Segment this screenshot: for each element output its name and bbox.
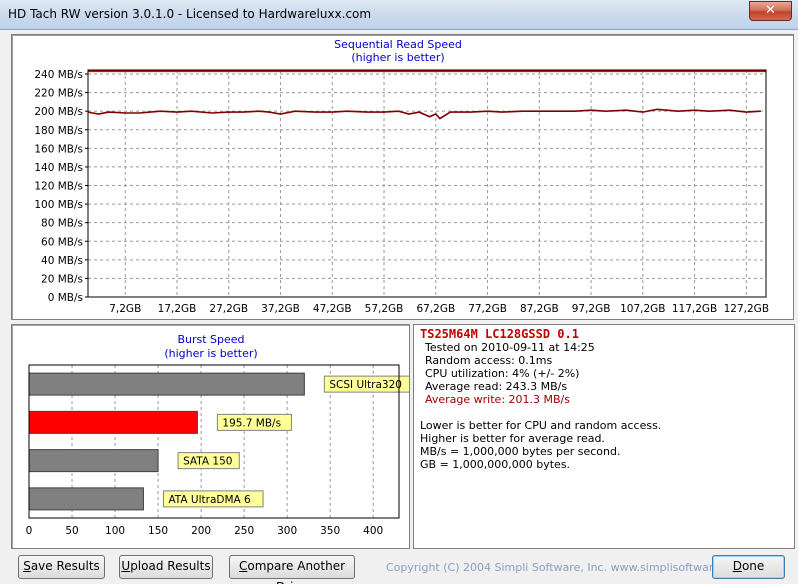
- done-accel-key: D: [732, 559, 742, 573]
- note-cpu: Lower is better for CPU and random acces…: [420, 419, 662, 432]
- upload-accel-key: U: [121, 559, 131, 573]
- x-tick-label: 400: [363, 525, 383, 537]
- sequential-plot-area: [87, 69, 767, 298]
- compare-drive-button[interactable]: Compare Another Drive: [229, 555, 355, 584]
- x-tick-label: 150: [148, 525, 168, 537]
- save-results-button[interactable]: Save Results: [18, 555, 105, 579]
- bar-label: SATA 150: [183, 456, 232, 468]
- burst-plot-area: [28, 364, 400, 519]
- upload-label: pload Results: [130, 559, 211, 573]
- done-label: one: [741, 559, 765, 573]
- x-tick-label: 7,2GB: [109, 303, 141, 315]
- average-write: Average write: 201.3 MB/s: [425, 393, 570, 406]
- x-tick-label: 37,2GB: [261, 303, 300, 315]
- bar-label: SCSI Ultra320: [329, 379, 402, 391]
- done-button[interactable]: Done: [712, 555, 785, 579]
- y-tick-label: 0 MB/s: [48, 292, 83, 304]
- x-tick-label: 47,2GB: [313, 303, 352, 315]
- upload-results-button[interactable]: Upload Results: [119, 555, 213, 579]
- x-tick-label: 250: [234, 525, 254, 537]
- y-tick-label: 20 MB/s: [41, 273, 83, 285]
- results-info-panel: TS25M64M LC128GSSD 0.1 Tested on 2010-09…: [413, 324, 795, 549]
- y-tick-label: 220 MB/s: [34, 88, 83, 100]
- y-tick-label: 120 MB/s: [34, 181, 83, 193]
- bar-label: 195.7 MB/s: [222, 417, 281, 429]
- x-tick-label: 350: [320, 525, 340, 537]
- burst-bar: [28, 372, 305, 396]
- x-tick-label: 100: [105, 525, 125, 537]
- title-bar: HD Tach RW version 3.0.1.0 - Licensed to…: [0, 0, 798, 30]
- y-tick-label: 140 MB/s: [34, 162, 83, 174]
- burst-chart-subtitle: (higher is better): [164, 347, 257, 360]
- bar-label-box: [323, 375, 409, 393]
- save-accel-key: S: [23, 559, 31, 573]
- drive-name: TS25M64M LC128GSSD 0.1: [420, 327, 579, 341]
- y-tick-label: 80 MB/s: [41, 218, 83, 230]
- sequential-chart-title: Sequential Read Speed: [334, 38, 462, 51]
- copyright-text: Copyright (C) 2004 Simpli Software, Inc.…: [386, 561, 747, 574]
- compare-label: ompare Another Drive: [247, 559, 346, 584]
- compare-accel-key: C: [238, 559, 248, 573]
- sequential-chart-subtitle: (higher is better): [351, 51, 444, 64]
- x-tick-label: 27,2GB: [209, 303, 248, 315]
- burst-chart: Burst Speed (higher is better) SCSI Ultr…: [26, 333, 409, 537]
- tested-date: Tested on 2010-09-11 at 14:25: [425, 341, 595, 354]
- x-tick-label: 300: [277, 525, 297, 537]
- x-tick-label: 127,2GB: [724, 303, 769, 315]
- x-tick-label: 200: [191, 525, 211, 537]
- burst-chart-title: Burst Speed: [177, 333, 244, 346]
- close-button[interactable]: ✕: [749, 1, 792, 21]
- y-tick-label: 40 MB/s: [41, 255, 83, 267]
- bar-label: ATA UltraDMA 6: [168, 494, 251, 506]
- x-tick-label: 107,2GB: [620, 303, 665, 315]
- bar-label-box: [216, 413, 292, 431]
- read-speed-series-line: [87, 108, 761, 120]
- y-tick-label: 160 MB/s: [34, 143, 83, 155]
- x-tick-label: 97,2GB: [572, 303, 611, 315]
- note-gb: GB = 1,000,000,000 bytes.: [420, 458, 571, 471]
- save-label: ave Results: [30, 559, 100, 573]
- x-tick-label: 117,2GB: [672, 303, 717, 315]
- y-tick-label: 240 MB/s: [34, 69, 83, 81]
- burst-bar: [28, 449, 159, 473]
- sequential-chart-panel: Sequential Read Speed (higher is better)…: [11, 34, 794, 320]
- burst-bar: [28, 410, 198, 434]
- x-tick-label: 50: [65, 525, 78, 537]
- y-tick-label: 200 MB/s: [34, 106, 83, 118]
- x-tick-label: 67,2GB: [416, 303, 455, 315]
- average-read: Average read: 243.3 MB/s: [425, 380, 568, 393]
- y-tick-label: 180 MB/s: [34, 125, 83, 137]
- window-title: HD Tach RW version 3.0.1.0 - Licensed to…: [8, 7, 372, 21]
- random-access: Random access: 0.1ms: [425, 354, 553, 367]
- x-tick-label: 0: [26, 525, 33, 537]
- note-mbs: MB/s = 1,000,000 bytes per second.: [420, 445, 621, 458]
- note-read: Higher is better for average read.: [420, 432, 605, 445]
- bar-label-box: [177, 452, 240, 470]
- close-icon: ✕: [765, 3, 776, 18]
- x-tick-label: 77,2GB: [468, 303, 507, 315]
- burst-chart-panel: Burst Speed (higher is better) SCSI Ultr…: [11, 324, 410, 549]
- cpu-utilization: CPU utilization: 4% (+/- 2%): [425, 367, 580, 380]
- y-tick-label: 60 MB/s: [41, 236, 83, 248]
- bar-label-box: [162, 490, 264, 508]
- sequential-chart: Sequential Read Speed (higher is better)…: [34, 38, 769, 315]
- x-tick-label: 57,2GB: [365, 303, 404, 315]
- y-tick-label: 100 MB/s: [34, 199, 83, 211]
- x-tick-label: 17,2GB: [158, 303, 197, 315]
- burst-bar: [28, 487, 144, 511]
- x-tick-label: 87,2GB: [520, 303, 559, 315]
